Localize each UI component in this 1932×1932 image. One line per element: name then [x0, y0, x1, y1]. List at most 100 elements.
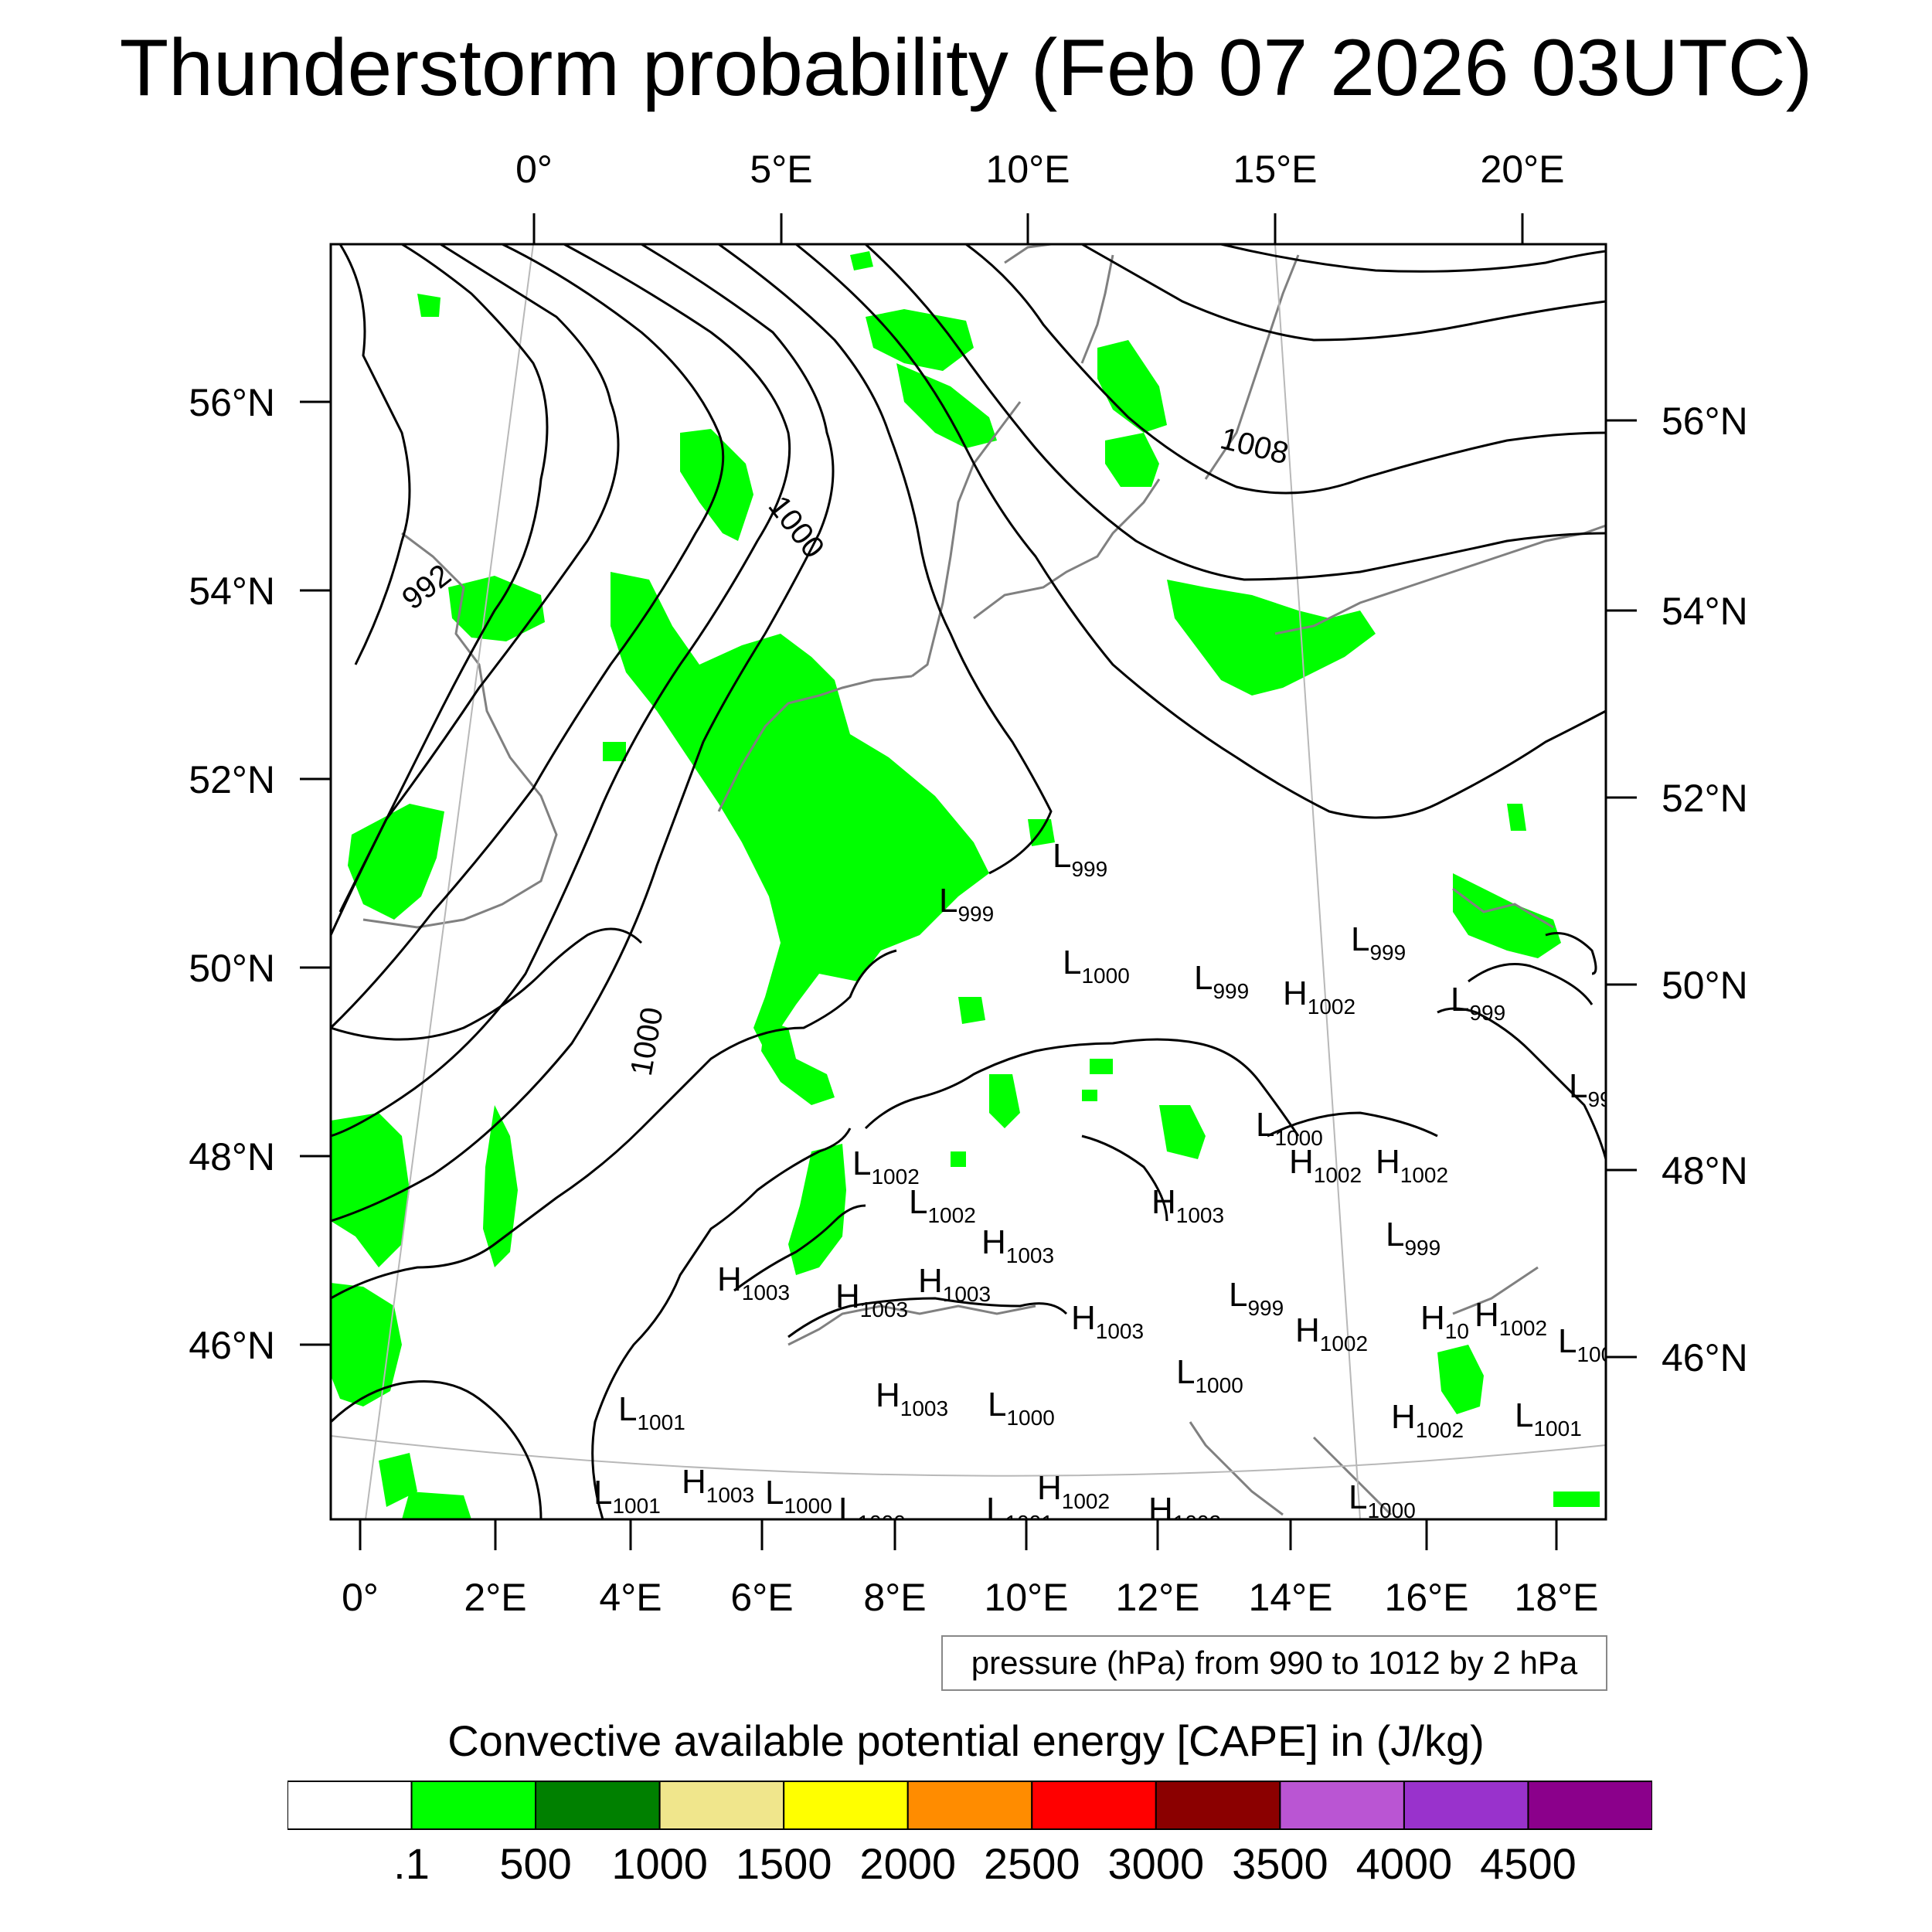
colorbar-swatch [1155, 1781, 1281, 1830]
right-lat-label: 52°N [1662, 777, 1748, 820]
colorbar-swatch [1031, 1781, 1157, 1830]
colorbar [287, 1781, 1652, 1830]
low-pressure-label: L1000 [1176, 1353, 1243, 1397]
top-lon-label: 20°E [1481, 148, 1565, 191]
low-pressure-label: L1000 [988, 1386, 1055, 1430]
high-pressure-label: H1003 [1071, 1299, 1144, 1343]
right-lat-label: 50°N [1662, 964, 1748, 1007]
left-lat-label: 56°N [189, 381, 275, 424]
low-pressure-label: L1000 [838, 1491, 906, 1535]
colorbar-swatch [906, 1781, 1033, 1830]
colorbar-tick-label: 4000 [1355, 1839, 1453, 1888]
low-pressure-label: L1001 [1515, 1396, 1582, 1440]
high-pressure-label: H1003 [1151, 1183, 1224, 1227]
high-pressure-label: H1003 [876, 1376, 948, 1420]
colorbar-swatch [287, 1781, 413, 1830]
colorbar-tick-label: .1 [393, 1839, 430, 1888]
axis-ticks [300, 213, 1637, 1550]
bottom-lon-label: 4°E [599, 1576, 662, 1619]
low-pressure-label: L1001 [594, 1474, 661, 1518]
colorbar-title: Convective available potential energy [C… [447, 1716, 1485, 1765]
bottom-lon-label: 12°E [1116, 1576, 1200, 1619]
right-lat-label: 56°N [1662, 400, 1748, 443]
colorbar-tick-label: 3500 [1232, 1839, 1328, 1888]
low-pressure-label: L999 [1229, 1276, 1284, 1320]
high-pressure-label: H1003 [717, 1260, 790, 1304]
isobar-label: 1008 [1217, 421, 1292, 471]
low-pressure-label: L1001 [618, 1390, 685, 1434]
high-pressure-label: H1003 [981, 1223, 1054, 1267]
colorbar-tick-label: 2500 [983, 1839, 1080, 1888]
bottom-lon-label: 16°E [1385, 1576, 1469, 1619]
pressure-interval-note: pressure (hPa) from 990 to 1012 by 2 hPa [941, 1635, 1607, 1691]
isobar-label: 992 [396, 558, 457, 617]
low-pressure-label: L999 [1194, 959, 1249, 1003]
low-pressure-label: L1000 [1063, 944, 1130, 988]
high-pressure-label: H1002 [1475, 1296, 1547, 1340]
left-lat-label: 50°N [189, 947, 275, 990]
colorbar-tick-label: 1500 [735, 1839, 832, 1888]
low-pressure-label: L1000 [1256, 1106, 1323, 1150]
top-lon-label: 10°E [986, 148, 1070, 191]
graticule [331, 244, 1606, 1519]
isobar-label: 1000 [624, 1005, 670, 1078]
colorbar-tick-label: 2000 [859, 1839, 957, 1888]
colorbar-swatch [1527, 1781, 1652, 1830]
low-pressure-label: L1000 [765, 1474, 832, 1518]
high-pressure-label: H1002 [1295, 1311, 1368, 1355]
high-pressure-label: H1003 [835, 1277, 908, 1321]
high-pressure-label: H1002 [1289, 1143, 1362, 1187]
map-title: Thunderstorm probability (Feb 07 2026 03… [119, 23, 1813, 113]
high-pressure-label: H10 [1420, 1299, 1469, 1343]
colorbar-tick-label: 3000 [1107, 1839, 1205, 1888]
coastlines [362, 244, 1606, 1516]
colorbar-swatch [783, 1781, 909, 1830]
low-pressure-label: L999 [939, 882, 994, 926]
top-lon-label: 5°E [750, 148, 812, 191]
high-pressure-label: H1002 [1037, 1469, 1110, 1513]
high-pressure-label: H1002 [1148, 1491, 1221, 1535]
low-pressure-label: L1001 [986, 1491, 1053, 1535]
colorbar-tick-label: 1000 [611, 1839, 708, 1888]
bottom-lon-label: 10°E [985, 1576, 1069, 1619]
left-lat-label: 54°N [189, 570, 275, 613]
bottom-lon-label: 2°E [464, 1576, 526, 1619]
low-pressure-label: L999 [1053, 837, 1107, 881]
high-pressure-label: H1002 [1376, 1143, 1448, 1187]
left-lat-label: 48°N [189, 1135, 275, 1179]
right-lat-label: 46°N [1662, 1336, 1748, 1379]
high-pressure-label: H1002 [1283, 975, 1355, 1019]
low-pressure-label: L1002 [852, 1145, 920, 1189]
low-pressure-label: L1002 [909, 1183, 976, 1227]
bottom-lon-label: 6°E [730, 1576, 793, 1619]
colorbar-swatch [535, 1781, 661, 1830]
isobars [331, 244, 1606, 1519]
top-lon-label: 15°E [1233, 148, 1318, 191]
low-pressure-label: L999 [1451, 981, 1505, 1025]
high-pressure-label: H1003 [918, 1262, 991, 1306]
colorbar-tick-label: 4500 [1480, 1839, 1577, 1888]
bottom-lon-label: 0° [342, 1576, 379, 1619]
colorbar-swatch [658, 1781, 785, 1830]
low-pressure-label: L999 [1386, 1216, 1440, 1260]
colorbar-labels: .1 500 1000 1500 2000 2500 3000 3500 4000 4500 [0, 1833, 1932, 1895]
colorbar-swatch [1403, 1781, 1529, 1830]
high-pressure-label: H1002 [1391, 1398, 1464, 1442]
right-lat-label: 48°N [1662, 1149, 1748, 1192]
colorbar-swatch [410, 1781, 537, 1830]
high-pressure-label: H1003 [682, 1463, 754, 1507]
left-lat-label: 46°N [189, 1324, 275, 1367]
colorbar-swatch [1279, 1781, 1405, 1830]
bottom-lon-label: 14°E [1249, 1576, 1333, 1619]
bottom-lon-label: 18°E [1515, 1576, 1599, 1619]
left-lat-label: 52°N [189, 758, 275, 801]
isobar-label: 1000 [762, 489, 831, 564]
low-pressure-label: L100 [1558, 1322, 1613, 1366]
map-frame [329, 243, 1607, 1521]
bottom-lon-label: 8°E [863, 1576, 926, 1619]
low-pressure-label: L1000 [1349, 1478, 1416, 1522]
top-lon-label: 0° [515, 148, 553, 191]
